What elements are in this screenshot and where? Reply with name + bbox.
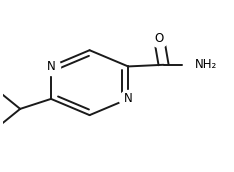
- Text: N: N: [124, 92, 132, 105]
- Text: O: O: [154, 32, 164, 45]
- Text: NH₂: NH₂: [194, 58, 217, 71]
- Text: N: N: [47, 60, 55, 73]
